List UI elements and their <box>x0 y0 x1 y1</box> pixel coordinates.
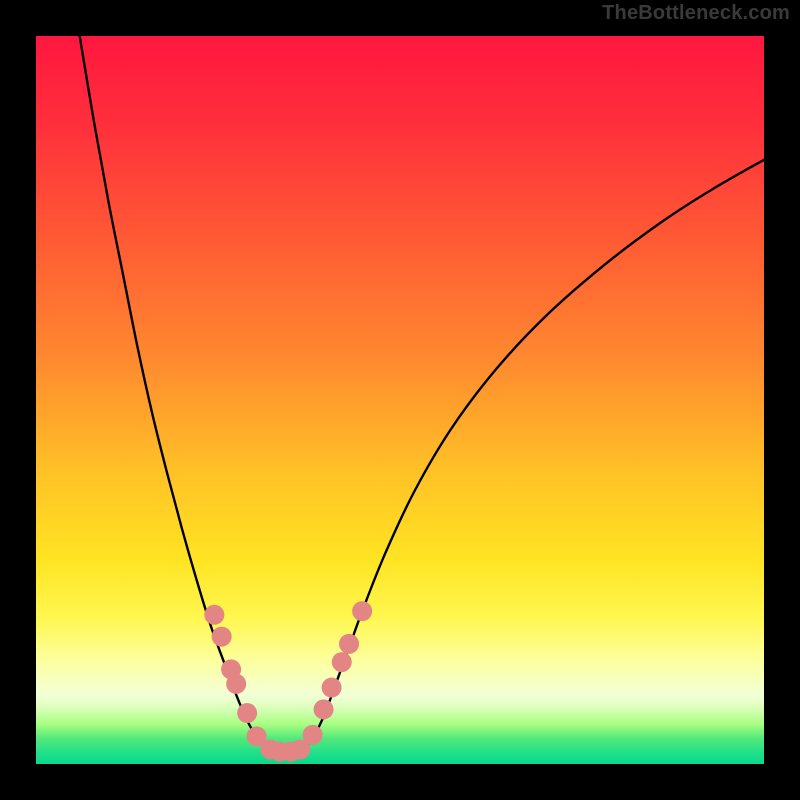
chart-root: TheBottleneck.com <box>0 0 800 800</box>
data-dot <box>339 634 359 654</box>
watermark-text: TheBottleneck.com <box>602 2 790 25</box>
data-dot <box>332 652 352 672</box>
data-dot <box>314 699 334 719</box>
data-dot <box>212 627 232 647</box>
data-dot <box>322 678 342 698</box>
data-dot <box>204 605 224 625</box>
data-dot <box>226 674 246 694</box>
data-dot <box>303 725 323 745</box>
bottleneck-chart <box>0 0 800 800</box>
data-dot <box>237 703 257 723</box>
data-dot <box>352 601 372 621</box>
chart-background <box>36 36 764 764</box>
